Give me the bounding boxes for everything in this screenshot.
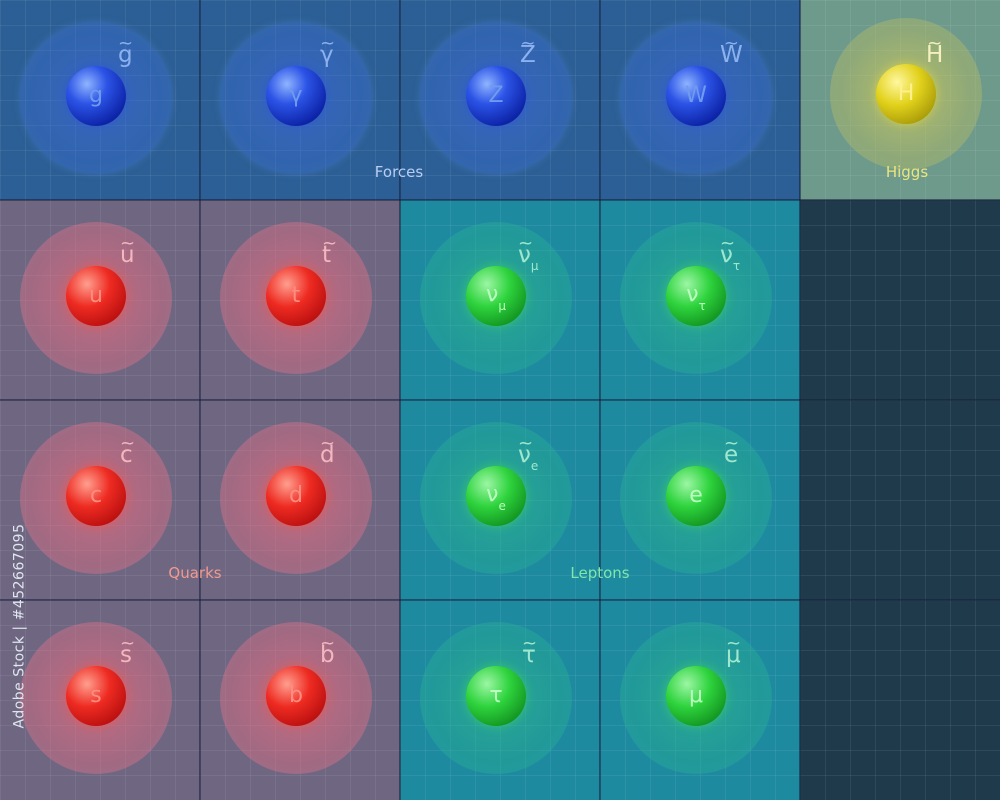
particle-sphere: t [266,266,326,326]
particle-symbol: τ [489,683,503,708]
superpartner-label: ~ c [120,433,136,468]
superpartner-label: ~ H [926,33,944,68]
superpartner-label: ~ W [720,33,743,68]
superpartner-label: ~ t [322,233,338,268]
particle-sphere: c [66,466,126,526]
leptons-label: Leptons [570,564,630,582]
particle-cell-tau: τ ~ τ [400,600,600,800]
particle-sphere: μ [666,666,726,726]
superpartner-label: ~ νe [518,433,539,473]
particle-sphere: e [666,466,726,526]
particle-cell-gluon: g ~ g [0,0,200,200]
particle-sphere: W [666,66,726,126]
particle-cell-w-boson: W ~ W [600,0,800,200]
particle-cell-strange-quark: s ~ s [0,600,200,800]
superpartner-label: ~ b [320,633,336,668]
particle-sphere: γ [266,66,326,126]
particle-cell-up-quark: u ~ u [0,200,200,400]
superpartner-label: ~ d [320,433,336,468]
particle-sphere: Z [466,66,526,126]
forces-label: Forces [374,163,424,181]
particle-cell-bottom-quark: b ~ b [200,600,400,800]
particle-sphere: d [266,466,326,526]
particle-cell-photon: γ ~ γ [200,0,400,200]
particle-cell-charm-quark: c ~ c [0,400,200,600]
particle-cell-down-quark: d ~ d [200,400,400,600]
particle-sphere: g [66,66,126,126]
particle-sphere: νμ [466,266,526,326]
particle-symbol: μ [689,683,703,708]
cell-divider [0,599,1000,601]
particle-sphere: ντ [666,266,726,326]
particle-symbol: t [291,283,301,308]
watermark-text: Adobe Stock | #452667095 [11,523,27,729]
particle-symbol: γ [289,83,303,108]
particle-cell-tau-neutrino: ντ ~ ντ [600,200,800,400]
particle-cell-higgs: H ~ H [800,0,1000,200]
superpartner-label: ~ e [724,433,740,468]
superpartner-label: ~ s [120,633,136,668]
particle-symbol: ντ [686,281,706,314]
particle-symbol: W [685,83,707,108]
particle-symbol: Z [488,83,504,108]
particle-cell-z-boson: Z ~ Z [400,0,600,200]
superpartner-label: ~ νμ [518,233,539,273]
superpartner-label: ~ γ [320,33,336,68]
superpartner-label: ~ ντ [720,233,741,273]
particle-symbol: u [89,283,103,308]
particle-cell-muon: μ ~ μ [600,600,800,800]
superpartner-label: ~ τ [522,633,538,668]
particle-symbol: e [689,483,703,508]
cell-divider [0,399,1000,401]
superpartner-label: ~ g [118,33,134,68]
quarks-label: Quarks [168,564,222,582]
particle-symbol: b [289,683,303,708]
particle-sphere: s [66,666,126,726]
particle-sphere: b [266,666,326,726]
empty-region [800,200,1000,800]
particle-symbol: d [289,483,303,508]
particle-cell-electron: e ~ e [600,400,800,600]
particle-symbol: H [897,81,915,106]
particle-cell-muon-neutrino: νμ ~ νμ [400,200,600,400]
superpartner-label: ~ Z [520,33,536,68]
particle-sphere: H [876,64,936,124]
particle-sphere: νe [466,466,526,526]
higgs-label: Higgs [885,163,929,181]
superpartner-label: ~ u [120,233,136,268]
particle-symbol: νe [486,481,506,514]
particle-symbol: c [89,483,103,508]
particle-symbol: s [90,683,102,708]
particle-cell-top-quark: t ~ t [200,200,400,400]
particle-sphere: τ [466,666,526,726]
particle-sphere: u [66,266,126,326]
particle-symbol: νμ [486,281,506,314]
superpartner-label: ~ μ [726,633,742,668]
particle-symbol: g [89,83,103,108]
cell-divider [0,199,1000,201]
particle-cell-electron-neutrino: νe ~ νe [400,400,600,600]
